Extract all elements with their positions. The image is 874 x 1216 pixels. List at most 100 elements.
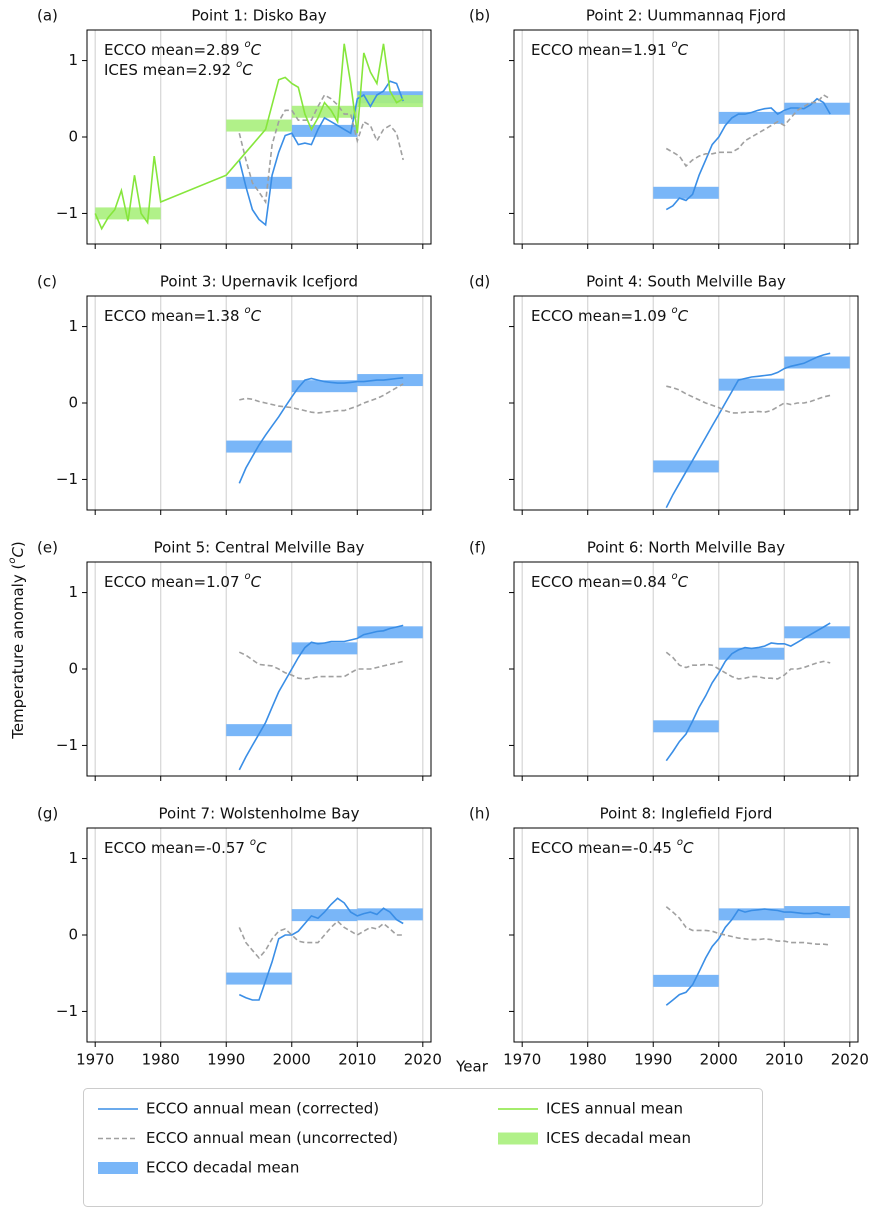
annotation-unit: C bbox=[256, 839, 267, 857]
panel-title: Point 7: Wolstenholme Bay bbox=[159, 805, 360, 823]
axes-frame bbox=[86, 827, 432, 1043]
panel-label: (g) bbox=[37, 805, 58, 823]
x-tick-label: 2020 bbox=[831, 1051, 869, 1069]
y-tick-label: 1 bbox=[68, 317, 78, 335]
annual-line bbox=[665, 93, 831, 168]
legend-label: ICES decadal mean bbox=[546, 1129, 691, 1147]
legend-swatch bbox=[98, 1162, 138, 1174]
x-tick-label: 2000 bbox=[273, 1051, 311, 1069]
annual-line bbox=[239, 383, 404, 414]
annotation-text: ECCO mean=1.09 bbox=[531, 307, 667, 325]
panel-title: Point 4: South Melville Bay bbox=[586, 273, 786, 291]
decadal-band bbox=[226, 724, 292, 737]
y-tick-label: 0 bbox=[68, 926, 78, 944]
x-tick-label: 1980 bbox=[142, 1051, 180, 1069]
annotation-unit: C bbox=[251, 573, 262, 591]
panel-title: Point 3: Upernavik Icefjord bbox=[160, 273, 358, 291]
axes-frame bbox=[513, 295, 859, 511]
annual-line bbox=[665, 97, 831, 211]
annual-line bbox=[238, 651, 404, 680]
annotation: ECCO mean=2.89 oC bbox=[104, 39, 262, 59]
panel-label: (a) bbox=[37, 7, 58, 25]
annotation: ECCO mean=1.91 oC bbox=[531, 39, 689, 59]
panel: 1970 1980 1990 2000 2010 2020 −1 0 1 Point 7: Wol… bbox=[37, 805, 442, 1069]
decadal-band bbox=[357, 908, 423, 921]
annotation-text: ECCO mean=-0.57 bbox=[104, 839, 245, 857]
panel: −1 0 1 Point 3: Upernavik Icefjord (c) ECCO m… bbox=[37, 273, 432, 515]
annotation-text: ECCO mean=2.89 bbox=[104, 41, 240, 59]
annual-line bbox=[238, 920, 404, 960]
panel-label: (c) bbox=[37, 273, 57, 291]
panel-title: Point 2: Uummannaq Fjord bbox=[586, 7, 786, 25]
annotation-unit-sup: o bbox=[672, 39, 678, 50]
decadal-band bbox=[718, 111, 785, 124]
decadal-band bbox=[226, 176, 292, 189]
decadal-band bbox=[357, 95, 423, 108]
panel-label: (f) bbox=[469, 539, 486, 557]
annotation-unit-sup: o bbox=[245, 571, 251, 582]
annotation: ECCO mean=1.38 oC bbox=[104, 305, 262, 325]
annotation-unit-sup: o bbox=[245, 305, 251, 316]
annual-line bbox=[94, 43, 404, 231]
annual-line bbox=[666, 385, 831, 414]
decadal-band bbox=[291, 909, 358, 922]
decadal-band bbox=[653, 460, 719, 473]
x-tick-label: 1990 bbox=[634, 1051, 672, 1069]
axes-frame bbox=[513, 827, 859, 1043]
y-tick-label: −1 bbox=[56, 1002, 78, 1020]
legend-box bbox=[83, 1088, 763, 1207]
panel: −1 0 1 Point 5: Central Melville Bay (e) ECCO… bbox=[37, 539, 432, 781]
panel-label: (b) bbox=[469, 7, 490, 25]
y-tick-label: 0 bbox=[68, 128, 78, 146]
annotation-unit-sup: o bbox=[245, 39, 251, 50]
annotation-unit: C bbox=[251, 307, 262, 325]
y-tick-label: −1 bbox=[56, 470, 78, 488]
panel-title: Point 1: Disko Bay bbox=[191, 7, 326, 25]
x-tick-label: 2010 bbox=[338, 1051, 376, 1069]
annual-line bbox=[665, 908, 831, 1006]
legend-label: ECCO annual mean (corrected) bbox=[146, 1100, 379, 1118]
annotation-unit: C bbox=[678, 573, 689, 591]
decadal-band bbox=[95, 207, 161, 220]
axes-frame bbox=[86, 29, 432, 245]
annotation-unit: C bbox=[683, 839, 694, 857]
panel-label: (h) bbox=[469, 805, 490, 823]
annotation-text: ECCO mean=1.38 bbox=[104, 307, 240, 325]
x-axis-label: Year bbox=[455, 1058, 489, 1076]
annotation: ECCO mean=1.07 oC bbox=[104, 571, 262, 591]
annotation-unit: C bbox=[242, 61, 253, 79]
decadal-band bbox=[291, 105, 358, 118]
x-tick-label: 2010 bbox=[765, 1051, 803, 1069]
y-label-text-end: ) bbox=[9, 541, 27, 547]
annotation-text: ECCO mean=1.07 bbox=[104, 573, 240, 591]
annotation-text: ECCO mean=-0.45 bbox=[531, 839, 672, 857]
decadal-band bbox=[784, 356, 850, 369]
decadal-band bbox=[653, 186, 719, 199]
panel: 1970 1980 1990 2000 2010 2020 Point 8: Inglefi… bbox=[469, 805, 869, 1069]
y-label-unit: C bbox=[9, 547, 27, 558]
annual-line bbox=[665, 352, 831, 509]
annual-line bbox=[665, 906, 831, 946]
y-tick-label: 1 bbox=[68, 51, 78, 69]
legend-label: ECCO annual mean (uncorrected) bbox=[146, 1129, 398, 1147]
x-tick-label: 1990 bbox=[207, 1051, 245, 1069]
annual-line bbox=[665, 651, 831, 680]
annotation: ECCO mean=1.09 oC bbox=[531, 305, 689, 325]
panel-title: Point 5: Central Melville Bay bbox=[154, 539, 365, 557]
annual-line bbox=[238, 897, 404, 1001]
annotation-unit-sup: o bbox=[672, 571, 678, 582]
annual-line bbox=[238, 624, 404, 771]
x-tick-label: 1980 bbox=[569, 1051, 607, 1069]
decadal-band bbox=[653, 974, 719, 987]
legend-swatch bbox=[498, 1132, 538, 1145]
y-label-text: Temperature anomaly ( bbox=[9, 564, 27, 740]
x-tick-label: 1970 bbox=[503, 1051, 541, 1069]
annotation-unit: C bbox=[678, 307, 689, 325]
axes-frame bbox=[86, 561, 432, 777]
panel-label: (e) bbox=[37, 539, 58, 557]
y-tick-label: 1 bbox=[68, 583, 78, 601]
annotation-unit: C bbox=[251, 41, 262, 59]
panel-title: Point 8: Inglefield Fjord bbox=[600, 805, 773, 823]
